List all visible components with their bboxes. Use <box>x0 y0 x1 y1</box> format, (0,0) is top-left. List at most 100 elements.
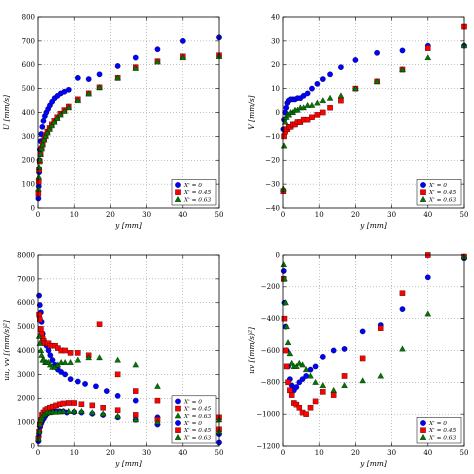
data-point <box>280 142 288 149</box>
data-point <box>154 382 161 389</box>
data-point <box>35 164 43 170</box>
data-point <box>35 173 42 180</box>
y-tick-label: 3000 <box>17 371 35 379</box>
x-axis-label: y [mm] <box>114 459 142 468</box>
legend-marker <box>175 427 181 433</box>
data-point <box>296 405 303 411</box>
x-tick-label: 10 <box>70 211 79 219</box>
y-tick-label: −40 <box>265 204 280 212</box>
data-point <box>96 84 103 90</box>
data-point <box>114 407 121 413</box>
data-point <box>74 97 82 104</box>
y-axis-label: uu, vv [(mm/s)²] <box>2 320 11 381</box>
data-point <box>283 323 290 330</box>
y-tick-label: −800 <box>261 379 280 387</box>
x-tick-label: 0 <box>36 211 40 219</box>
data-point <box>85 76 92 82</box>
data-point <box>281 133 287 140</box>
data-point <box>319 382 327 388</box>
data-point <box>304 101 311 108</box>
legend: X' = 0X' = 0.45X' = 0.63 <box>416 179 462 206</box>
legend-marker <box>174 433 182 440</box>
legend-marker <box>419 433 427 440</box>
y-tick-label: 0 <box>31 204 35 212</box>
data-point <box>179 54 187 61</box>
data-point <box>51 118 58 125</box>
data-point <box>70 407 78 414</box>
x-tick-label: 50 <box>215 449 224 457</box>
legend: X' = 0X' = 0.45X' = 0.63 <box>416 417 462 444</box>
chart-panel-4: 0 10 20 30 40 50 −1200 −1000 −800 −600 −400 −200 0 y … <box>247 251 468 468</box>
chart-panel-3: 0 10 20 30 40 50 0 1000 2000 3000 4000 5000 6000 7000… <box>2 251 223 468</box>
data-point <box>399 47 406 54</box>
legend-label: X' = 0.63 <box>428 435 456 441</box>
data-point <box>299 361 306 368</box>
legend-label: X' = 0.45 <box>183 428 211 434</box>
data-point <box>78 401 85 407</box>
data-point <box>282 299 289 306</box>
x-tick-label: 20 <box>351 211 360 219</box>
x-tick-label: 30 <box>387 449 396 457</box>
data-point <box>62 371 69 378</box>
data-point <box>99 410 107 417</box>
y-tick-label: 100 <box>22 181 35 189</box>
data-point <box>312 378 319 385</box>
data-point <box>42 132 49 139</box>
data-point <box>89 409 96 416</box>
data-point <box>309 85 315 92</box>
data-point <box>60 407 67 414</box>
series-2 <box>280 252 467 417</box>
data-point <box>36 311 42 318</box>
legend-marker <box>175 189 181 195</box>
x-tick-label: 10 <box>70 449 79 457</box>
data-point <box>307 405 314 411</box>
data-point <box>40 118 47 124</box>
data-point <box>49 357 56 363</box>
data-point <box>309 114 315 121</box>
y-tick-label: 500 <box>22 85 35 93</box>
data-point <box>154 397 161 404</box>
data-point <box>114 371 121 378</box>
data-point <box>287 387 293 394</box>
data-point <box>281 118 289 125</box>
legend-marker <box>174 412 182 419</box>
y-axis-label: uv [(mm/s)²] <box>247 327 256 374</box>
data-point <box>299 376 306 382</box>
legend-marker <box>175 420 181 426</box>
legend-label: X' = 0.63 <box>183 414 211 420</box>
data-point <box>281 315 288 322</box>
data-point <box>352 85 359 92</box>
data-point <box>308 101 316 108</box>
data-point <box>38 145 45 152</box>
y-tick-label: 8000 <box>17 251 35 259</box>
x-tick-label: 30 <box>387 211 396 219</box>
data-point <box>330 392 337 398</box>
data-point <box>39 123 46 130</box>
y-tick-label: 0 <box>276 251 280 259</box>
y-tick-label: 10 <box>271 85 280 93</box>
y-tick-label: 7000 <box>17 275 35 283</box>
data-point <box>96 321 103 327</box>
data-point <box>89 402 96 409</box>
legend-label: X' = 0 <box>428 421 447 427</box>
data-point <box>327 104 333 111</box>
data-point <box>330 386 337 393</box>
x-tick-label: 0 <box>281 449 285 457</box>
data-point <box>320 389 326 395</box>
data-point <box>67 350 74 356</box>
data-point <box>377 372 384 379</box>
series-3 <box>280 42 468 192</box>
y-tick-label: −20 <box>265 157 280 165</box>
data-point <box>38 326 44 332</box>
legend-label: X' = 0.63 <box>428 197 456 203</box>
data-point <box>45 347 52 354</box>
x-tick-label: 0 <box>36 449 40 457</box>
data-point <box>319 76 326 82</box>
data-point <box>285 379 291 386</box>
data-point <box>320 109 326 116</box>
data-point <box>303 411 309 417</box>
y-tick-label: 800 <box>22 13 35 21</box>
x-tick-label: 40 <box>423 449 432 457</box>
